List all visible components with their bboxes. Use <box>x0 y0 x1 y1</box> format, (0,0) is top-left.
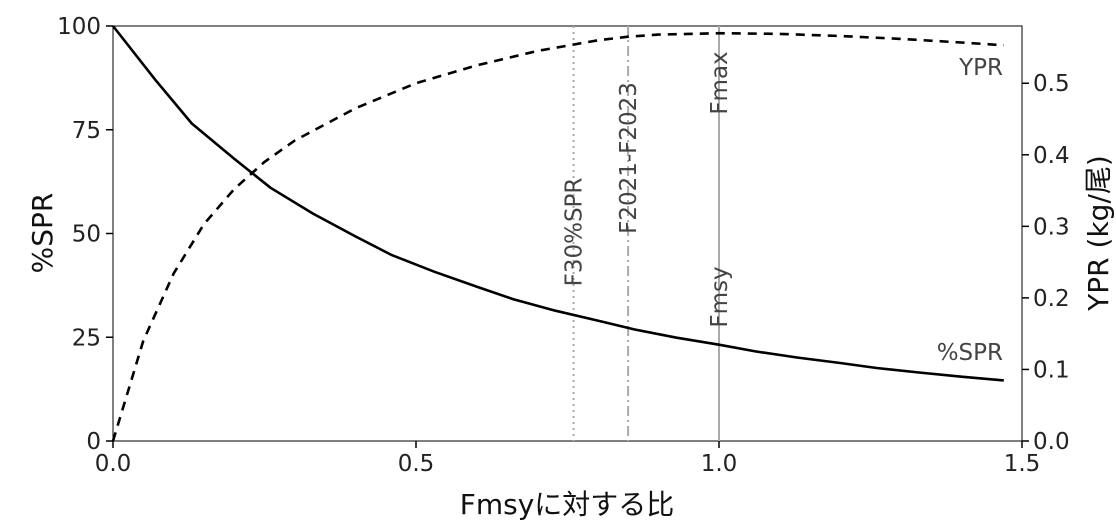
y-right-tick-label: 0.3 <box>1033 214 1070 240</box>
x-tick-label: 0.5 <box>398 451 435 477</box>
y-right-tick-label: 0.4 <box>1033 143 1070 169</box>
y-right-tick-label: 0.0 <box>1033 429 1070 455</box>
x-axis-title: Fmsyに対する比 <box>460 488 675 520</box>
y-left-tick-label: 100 <box>57 14 101 40</box>
y-right-tick-label: 0.5 <box>1033 71 1070 97</box>
series-lines <box>111 25 1004 442</box>
y-left-tick-label: 50 <box>72 222 101 248</box>
series-line--spr <box>111 25 1004 382</box>
series-label-ypr: YPR <box>958 55 1003 81</box>
ref-label-fmsy: Fmsy <box>707 266 733 327</box>
y-right-tick-label: 0.2 <box>1033 286 1070 312</box>
x-tick-label: 0.0 <box>95 451 132 477</box>
x-tick-label: 1.0 <box>701 451 738 477</box>
y-left-axis-title: %SPR <box>26 193 59 274</box>
ref-label-f30-spr: F30%SPR <box>562 178 588 287</box>
ref-label-f2021-f2023: F2021-F2023 <box>616 82 642 234</box>
y-left-tick-label: 0 <box>86 429 101 455</box>
annotation-labels: F30%SPR F2021-F2023 Fmsy Fmax %SPR YPR <box>562 51 1003 366</box>
y-right-axis-title: YPR (kg/尾) <box>1082 155 1115 312</box>
axis-ticks: 0.0 0.5 1.0 1.5 0 25 50 75 100 0.0 0.1 0.2 0.3 0.4 0.5 <box>57 14 1069 477</box>
ref-label-fmax: Fmax <box>707 51 733 114</box>
series-line-ypr <box>111 31 1004 442</box>
y-left-tick-label: 75 <box>72 118 101 144</box>
reference-lines <box>572 26 720 441</box>
series-label--spr: %SPR <box>937 340 1003 366</box>
y-right-tick-label: 0.1 <box>1033 357 1070 383</box>
x-tick-label: 1.5 <box>1004 451 1041 477</box>
y-left-tick-label: 25 <box>72 325 101 351</box>
